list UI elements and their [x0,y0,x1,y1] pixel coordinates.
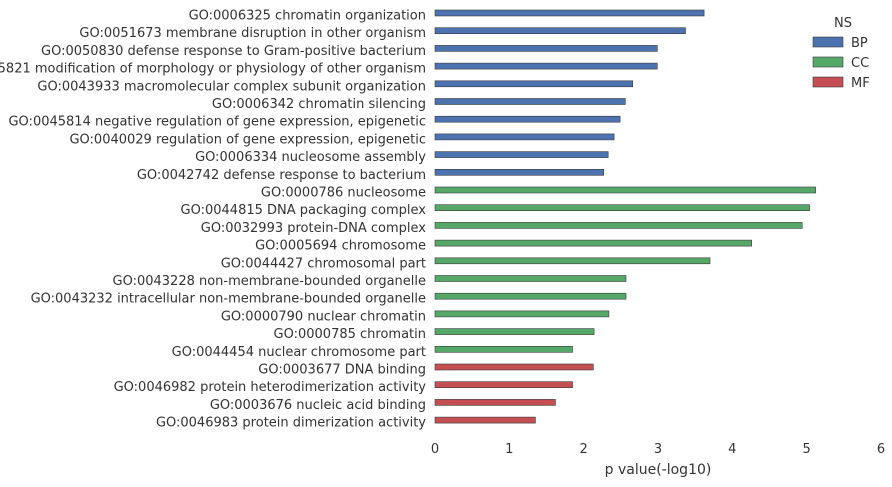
bar-bp [434,169,604,176]
category-label: GO:0040029 regulation of gene expression… [69,132,426,147]
category-label: GO:0032993 protein-DNA complex [201,221,427,236]
category-label: GO:0000785 chromatin [274,327,426,342]
category-label: GO:0043228 non-membrane-bounded organell… [113,274,427,289]
category-label: GO:0046983 protein dimerization activity [156,416,426,431]
category-labels: GO:0006325 chromatin organization GO:0051… [0,9,426,431]
bar-bp [434,45,658,52]
category-label: GO:0043232 intracellular non-membrane-bo… [31,292,426,307]
category-label: GO:0006325 chromatin organization [189,9,426,24]
category-label: GO:0005694 chromosome [255,239,426,254]
legend-swatch-cc [812,56,844,68]
category-label: GO:0045814 negative regulation of gene e… [8,115,426,130]
legend-title: NS [834,16,852,31]
x-tick-label: 5 [803,442,811,457]
category-label: GO:0046982 protein heterodimerization ac… [114,380,427,395]
category-label: GO:0003676 nucleic acid binding [210,398,426,413]
bar-cc [434,257,711,265]
bar-mf [434,363,594,371]
bar-cc [434,239,753,247]
bar-bp [434,9,705,17]
legend: NS BP CC MF [812,16,870,91]
x-axis-label: p value(-log10) [605,462,712,478]
bar-cc [434,345,573,353]
x-tick-label: 2 [580,442,588,457]
bar-cc [434,328,595,335]
x-tick-label: 3 [654,442,662,457]
bar-cc [434,222,803,229]
category-label: GO:0006342 chromatin silencing [212,97,426,112]
category-label: GO:0000786 nucleosome [261,186,426,201]
category-label: GO:0044454 nuclear chromosome part [172,345,426,360]
x-tick-label: 4 [728,442,736,457]
category-label: GO:0003677 DNA binding [258,363,426,378]
legend-label-cc: CC [851,56,869,71]
category-label: GO:0042742 defense response to bacterium [137,168,426,183]
x-axis-ticks: 0 1 2 3 4 5 6 [431,442,885,457]
bar-bp [434,80,633,88]
bar-mf [434,416,536,424]
bar-cc [434,204,810,211]
category-label: GO:0050830 defense response to Gram-posi… [41,44,426,59]
category-label: GO:0006334 nucleosome assembly [195,150,426,165]
bar-bp [434,98,626,105]
bar-cc [434,275,627,282]
bar-cc [434,292,627,300]
bar-mf [434,381,573,389]
legend-swatch-bp [812,36,844,48]
category-label: GO:0051673 membrane disruption in other … [79,26,426,41]
bar-bp [434,27,686,35]
category-label: GO:0000790 nuclear chromatin [221,309,426,324]
bars-layer [434,9,816,424]
bar-mf [434,399,556,406]
category-label: GO:0035821 modification of morphology or… [0,62,426,77]
bar-cc [434,186,816,194]
bar-bp [434,115,621,123]
x-tick-label: 6 [877,442,885,457]
x-tick-label: 0 [431,442,439,457]
legend-label-mf: MF [851,76,870,91]
category-label: GO:0044427 chromosomal part [221,256,426,271]
category-label: GO:0044815 DNA packaging complex [181,203,427,218]
bar-cc [434,310,610,318]
legend-swatch-mf [812,76,844,88]
bar-bp [434,133,615,141]
bar-bp [434,151,609,158]
category-label: GO:0043933 macromolecular complex subuni… [37,79,426,94]
bar-bp [434,62,658,70]
x-tick-label: 1 [505,442,513,457]
legend-label-bp: BP [851,36,868,51]
